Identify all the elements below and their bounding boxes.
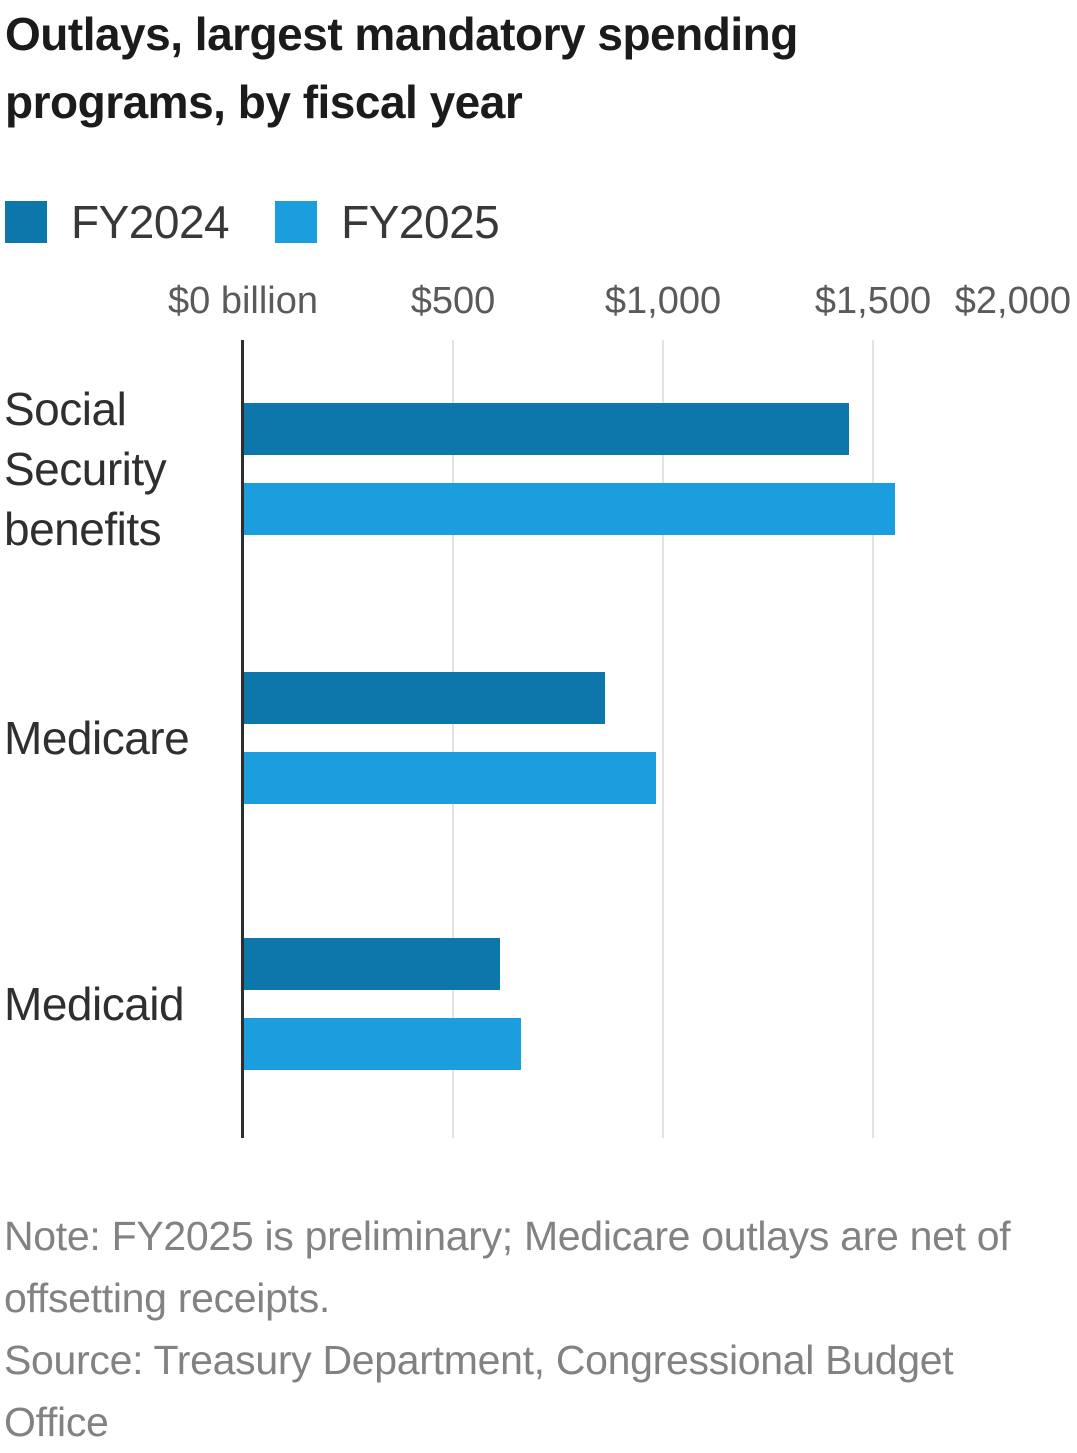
legend-item-fy2024: FY2024 — [5, 195, 230, 249]
legend-label-fy2024: FY2024 — [71, 196, 230, 248]
legend-item-fy2025: FY2025 — [275, 195, 500, 249]
plot-area: Social Security benefits Medicare Medicaid — [0, 340, 1077, 1138]
legend: FY2024 FY2025 — [5, 195, 500, 249]
gridline — [872, 340, 874, 1138]
note-text: Note: FY2025 is preliminary; Medicare ou… — [4, 1213, 1011, 1321]
bar-medicaid-fy2024 — [244, 938, 500, 990]
chart-title: Outlays, largest mandatory spending prog… — [5, 8, 798, 128]
category-label-medicaid: Medicaid — [4, 978, 185, 1030]
bar-medicare-fy2024 — [244, 672, 605, 724]
bar-medicaid-fy2025 — [244, 1018, 521, 1070]
category-label-medicare: Medicare — [4, 712, 190, 764]
x-tick-label: $1,500 — [814, 280, 932, 322]
y-axis-line — [241, 340, 244, 1138]
x-tick-label: $500 — [410, 280, 496, 322]
gridline — [662, 340, 664, 1138]
fy2025-swatch-icon — [275, 201, 318, 243]
x-tick-label: $0 billion — [168, 280, 318, 322]
category-label-social-security-benefits: Social Security benefits — [4, 383, 167, 555]
bar-medicare-fy2025 — [244, 752, 656, 804]
bar-social-security-benefits-fy2024 — [244, 403, 849, 455]
fy2024-swatch-icon — [5, 201, 47, 243]
x-tick-label: $2,000 — [954, 280, 1071, 322]
source-text: Source: Treasury Department, Congression… — [4, 1337, 954, 1445]
legend-label-fy2025: FY2025 — [341, 196, 500, 248]
gridline — [452, 340, 454, 1138]
x-tick-label: $1,000 — [604, 280, 722, 322]
footnotes: Note: FY2025 is preliminary; Medicare ou… — [4, 1205, 1024, 1453]
bar-social-security-benefits-fy2025 — [244, 483, 895, 535]
